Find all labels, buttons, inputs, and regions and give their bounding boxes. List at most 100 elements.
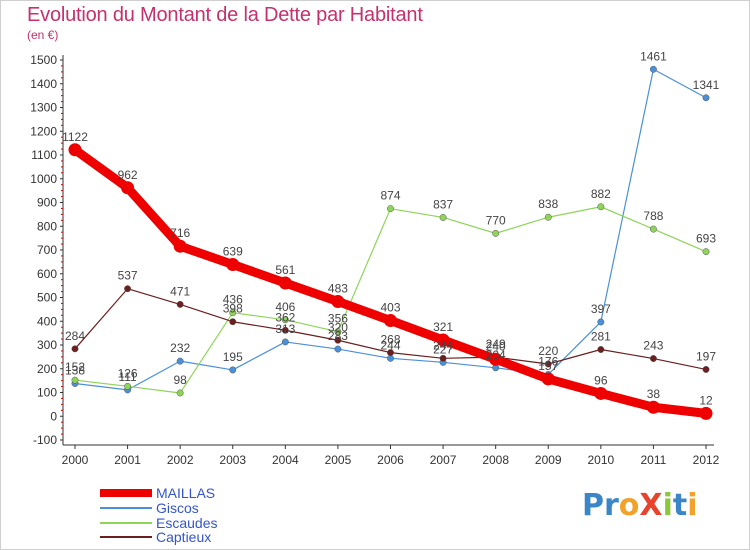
data-point-captieux	[281, 326, 289, 334]
data-point-captieux	[702, 366, 710, 373]
data-label-captieux: 220	[538, 344, 558, 358]
x-tick-label: 2001	[114, 453, 141, 467]
legend-swatch	[100, 507, 152, 509]
data-point-captieux	[124, 285, 132, 293]
x-tick-label: 2003	[219, 453, 246, 467]
y-minor-tick	[61, 308, 63, 310]
y-minor-tick	[61, 380, 63, 382]
y-minor-tick	[61, 374, 63, 376]
logo-letter: i	[662, 488, 673, 523]
x-tick-label: 2006	[377, 453, 404, 467]
y-minor-tick	[61, 219, 63, 221]
data-point-captieux	[229, 318, 237, 326]
data-label-maillas: 96	[594, 373, 608, 387]
y-tick-label: 500	[37, 291, 57, 305]
y-minor-tick	[61, 231, 63, 233]
y-tick-label: 900	[37, 196, 57, 210]
data-label-captieux: 362	[275, 310, 295, 324]
unit-label: (en €)	[27, 28, 59, 42]
data-point-giscos	[176, 357, 184, 365]
data-point-captieux	[439, 354, 447, 362]
logo-letter: r	[604, 488, 619, 523]
legend-swatch	[100, 536, 152, 538]
data-label-escaudes: 693	[696, 232, 716, 246]
x-tick-label: 2007	[430, 453, 457, 467]
data-label-maillas: 1122	[62, 130, 88, 144]
data-label-giscos: 283	[328, 329, 348, 343]
y-tick-label: 700	[37, 243, 57, 257]
y-minor-tick	[61, 101, 63, 103]
data-label-escaudes: 406	[275, 300, 295, 314]
data-label-escaudes: 356	[328, 312, 348, 326]
y-minor-tick	[61, 267, 63, 269]
y-tick-label: 1000	[30, 172, 57, 186]
data-label-captieux: 284	[65, 329, 85, 343]
legend-label: Escaudes	[156, 515, 218, 531]
y-minor-tick	[61, 285, 63, 287]
legend-item-captieux: Captieux	[100, 530, 211, 544]
y-minor-tick	[61, 148, 63, 150]
data-label-maillas: 12	[699, 393, 713, 407]
data-label-escaudes: 882	[591, 187, 611, 201]
y-minor-tick	[61, 172, 63, 174]
data-point-captieux	[597, 346, 605, 353]
logo-letter: X	[639, 488, 663, 523]
data-label-giscos: 195	[223, 350, 243, 364]
legend-item-giscos: Giscos	[100, 501, 199, 515]
y-tick-label: 1500	[30, 53, 57, 67]
y-minor-tick	[61, 362, 63, 364]
data-label-maillas: 639	[223, 244, 243, 258]
y-minor-tick	[61, 95, 63, 97]
data-label-giscos: 1341	[693, 78, 720, 92]
data-label-giscos: 111	[118, 370, 137, 384]
legend-label: Giscos	[156, 500, 199, 516]
data-label-giscos: 244	[380, 338, 400, 352]
y-minor-tick	[61, 136, 63, 138]
y-minor-tick	[61, 338, 63, 340]
data-point-escaudes	[281, 316, 289, 324]
data-label-escaudes: 837	[433, 197, 453, 211]
data-point-maillas	[436, 333, 450, 347]
x-tick-label: 2002	[167, 453, 194, 467]
data-point-captieux	[334, 336, 342, 344]
data-point-giscos	[281, 338, 289, 346]
data-label-captieux: 398	[223, 302, 243, 316]
data-label-maillas: 403	[380, 301, 400, 315]
data-label-escaudes: 152	[65, 360, 85, 374]
data-point-maillas	[699, 406, 713, 420]
data-point-escaudes	[597, 203, 605, 211]
data-point-giscos	[387, 354, 394, 362]
data-point-captieux	[176, 300, 184, 308]
data-label-escaudes: 770	[486, 213, 506, 227]
data-label-escaudes: 436	[223, 293, 243, 307]
y-minor-tick	[61, 65, 63, 67]
data-label-captieux: 249	[486, 337, 506, 351]
data-label-giscos: 176	[538, 354, 558, 368]
logo-letter: P	[582, 488, 604, 523]
data-label-captieux: 197	[696, 349, 716, 363]
y-minor-tick	[61, 112, 63, 114]
y-tick-label: 0	[50, 409, 57, 423]
y-minor-tick	[61, 326, 63, 328]
data-label-giscos: 138	[65, 363, 85, 377]
logo-letter: o	[618, 488, 640, 523]
data-point-maillas	[384, 314, 397, 328]
data-label-maillas: 716	[170, 226, 190, 240]
y-minor-tick	[61, 166, 63, 168]
data-label-giscos: 1461	[640, 49, 667, 63]
y-minor-tick	[61, 302, 63, 304]
data-label-giscos: 232	[170, 341, 190, 355]
x-tick-label: 2012	[693, 453, 720, 467]
y-minor-tick	[61, 403, 63, 405]
y-minor-tick	[61, 255, 63, 257]
y-minor-tick	[61, 77, 63, 79]
x-tick-label: 2011	[641, 453, 667, 467]
y-tick-label: 100	[37, 386, 57, 400]
y-minor-tick	[61, 261, 63, 263]
data-label-captieux: 471	[170, 284, 190, 298]
data-label-maillas: 321	[433, 320, 453, 334]
y-minor-tick	[61, 433, 63, 435]
y-tick-label: 600	[37, 267, 57, 281]
